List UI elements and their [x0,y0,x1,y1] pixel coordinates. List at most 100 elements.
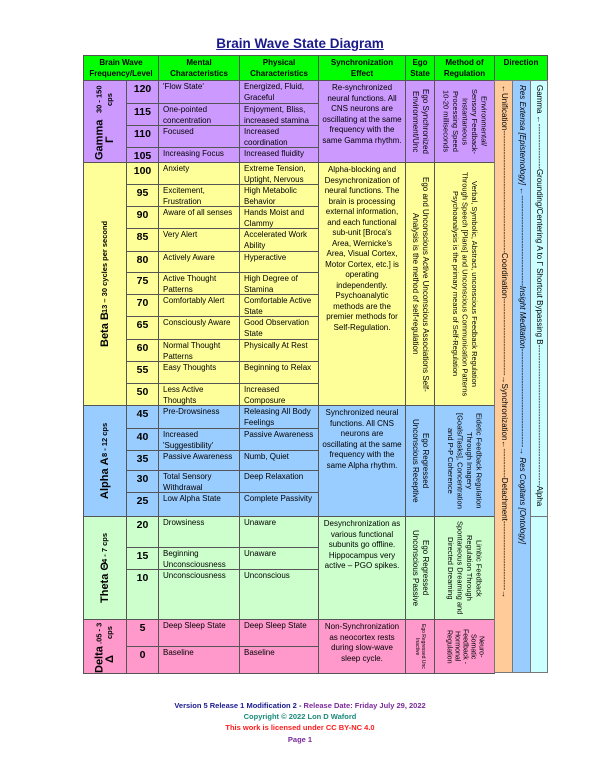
mental-cell: Pre-Drowsiness [158,405,240,429]
page-title: Brain Wave State Diagram [0,36,600,51]
regulation-method-gamma: Environmental/ Sensory Feedback- Instant… [434,80,495,163]
direction-column-orange: ←Unification----------------------------… [494,80,513,673]
level-cell: 100 [126,162,159,185]
physical-cell: Comfortable Active State [239,294,319,317]
mental-cell: Actively Aware [158,251,240,273]
mental-cell: Active Thought Patterns [158,272,240,295]
level-cell: 115 [126,103,159,126]
band-name: Alpha Α [98,457,111,499]
mental-cell: Passive Awareness [158,450,240,471]
level-cell: 60 [126,339,159,362]
mental-cell: Focused [158,125,240,148]
footer-copyright: Copyright © 2022 Lon D Waford [243,712,357,721]
mental-cell: Increased 'Suggestibility' [158,428,240,451]
mental-cell: Excitement, Frustration [158,184,240,207]
physical-cell: Deep Sleep State [239,619,319,647]
regulation-method-delta: Neuro-Somatic Feedback - Hormonal Regula… [434,619,495,674]
title-text: Brain Wave State Diagram [216,36,384,51]
band-range: .05 - 3 cps [94,622,115,644]
physical-cell: High Degree of Stamina [239,272,319,295]
level-cell: 25 [126,492,159,517]
physical-cell: Increased coordination [239,125,319,148]
sync-effect-delta: Non-Synchronization as neocortex rests d… [318,619,406,674]
band-range: 8 - 12 cps [99,423,109,458]
footer-release: Release Date: Friday July 29, 2022 [303,701,426,710]
regulation-method-theta: Limbic Feedback Regulation Through Spont… [434,516,495,620]
physical-cell: Beginning to Relax [239,361,319,384]
level-cell: 5 [126,619,159,647]
header-physical: Physical Characteristics [239,55,319,81]
physical-cell: Numb, Quiet [239,450,319,471]
sync-effect-beta: Alpha-blocking and Desynchronization of … [318,162,406,406]
physical-cell: Good Observation State [239,316,319,340]
mental-cell: Normal Thought Patterns [158,339,240,362]
mental-cell: Drowsiness [158,516,240,548]
mental-cell: Less Active Thoughts [158,383,240,406]
band-name: Delta Δ [93,646,117,673]
direction-column-cyan: Gamma ←-----------------Grounding/Center… [530,80,548,517]
mental-cell: Deep Sleep State [158,619,240,647]
physical-cell: Increased fluidity [239,147,319,163]
mental-cell: Total Sensory Withdrawal [158,470,240,493]
mental-cell: Easy Thoughts [158,361,240,384]
band-range: 4 - 7 cps [99,532,109,563]
ego-state-beta: Ego and Unconscious Active Unconscious A… [405,162,435,406]
mental-cell: Low Alpha State [158,492,240,517]
physical-cell: Complete Passivity [239,492,319,517]
mental-cell: Increasing Focus [158,147,240,163]
level-cell: 65 [126,316,159,340]
level-cell: 0 [126,646,159,674]
direction-label-blue: Res Extensa [Epistemology] ←------------… [518,85,527,545]
band-label-gamma: Gamma Γ 30 - 150 cps [83,80,127,163]
mental-cell: Consciously Aware [158,316,240,340]
physical-cell: Unaware [239,516,319,548]
regulation-method-alpha: Eidetic Feedback Regulation Through Imag… [434,405,495,517]
regulation-method-beta: Verbal, Symbolic, Abstract, unconscious … [434,162,495,406]
level-cell: 85 [126,228,159,252]
mental-cell: Unconsciousness [158,569,240,620]
band-range: 13 – 30 cycles per second [99,220,109,313]
level-cell: 90 [126,206,159,229]
physical-cell: Baseline [239,646,319,674]
band-range: 30 - 150 cps [94,85,115,114]
physical-cell: Deep Relaxation [239,470,319,493]
physical-cell: Enjoyment, Bliss, increased stamina [239,103,319,126]
ego-state-delta: Ego Regressed Unc Inactive [405,619,435,674]
ego-state-alpha: Ego Regressed Unconscious Receptive [405,405,435,517]
physical-cell: Physically At Rest [239,339,319,362]
band-label-beta: Beta Β 13 – 30 cycles per second [83,162,127,406]
header-direction: Direction [494,55,548,81]
level-cell: 120 [126,80,159,104]
band-name: Theta Θ [98,562,111,604]
direction-label-orange: →Synchronization← [500,375,509,449]
physical-cell: Extreme Tension, Uptight, Nervous [239,162,319,185]
mental-cell: Baseline [158,646,240,674]
band-name: Beta Β [98,312,111,348]
physical-cell: Releasing All Body Feelings [239,405,319,429]
level-cell: 105 [126,147,159,163]
sync-effect-theta: Desynchronization as various functional … [318,516,406,620]
physical-cell: Unconscious [239,569,319,620]
level-cell: 50 [126,383,159,406]
direction-label-orange: ←Unification----------------- [500,85,509,176]
sync-effect-alpha: Synchronized neural functions. All CNS n… [318,405,406,517]
direction-label-orange: -----------Detachment-------------------… [500,448,509,599]
mental-cell: 'Flow State' [158,80,240,104]
physical-cell: Accelerated Work Ability [239,228,319,252]
level-cell: 55 [126,361,159,384]
mental-cell: Anxiety [158,162,240,185]
level-cell: 80 [126,251,159,273]
header-sync: Synchronization Effect [318,55,406,81]
direction-label-cyan: Gamma ←-----------------Grounding/Center… [535,85,544,507]
level-cell: 35 [126,450,159,471]
ego-state-gamma: Ego Synchronized Environment/Unc [405,80,435,163]
ego-state-theta: Ego Regressed Unconscious Passive [405,516,435,620]
level-cell: 10 [126,569,159,620]
direction-label-orange: -----------------------------Coordinatio… [500,175,509,376]
physical-cell: Hyperactive [239,251,319,273]
header-mental: Mental Characteristics [158,55,240,81]
header-brainwave: Brain Wave Frequency/Level [83,55,159,81]
